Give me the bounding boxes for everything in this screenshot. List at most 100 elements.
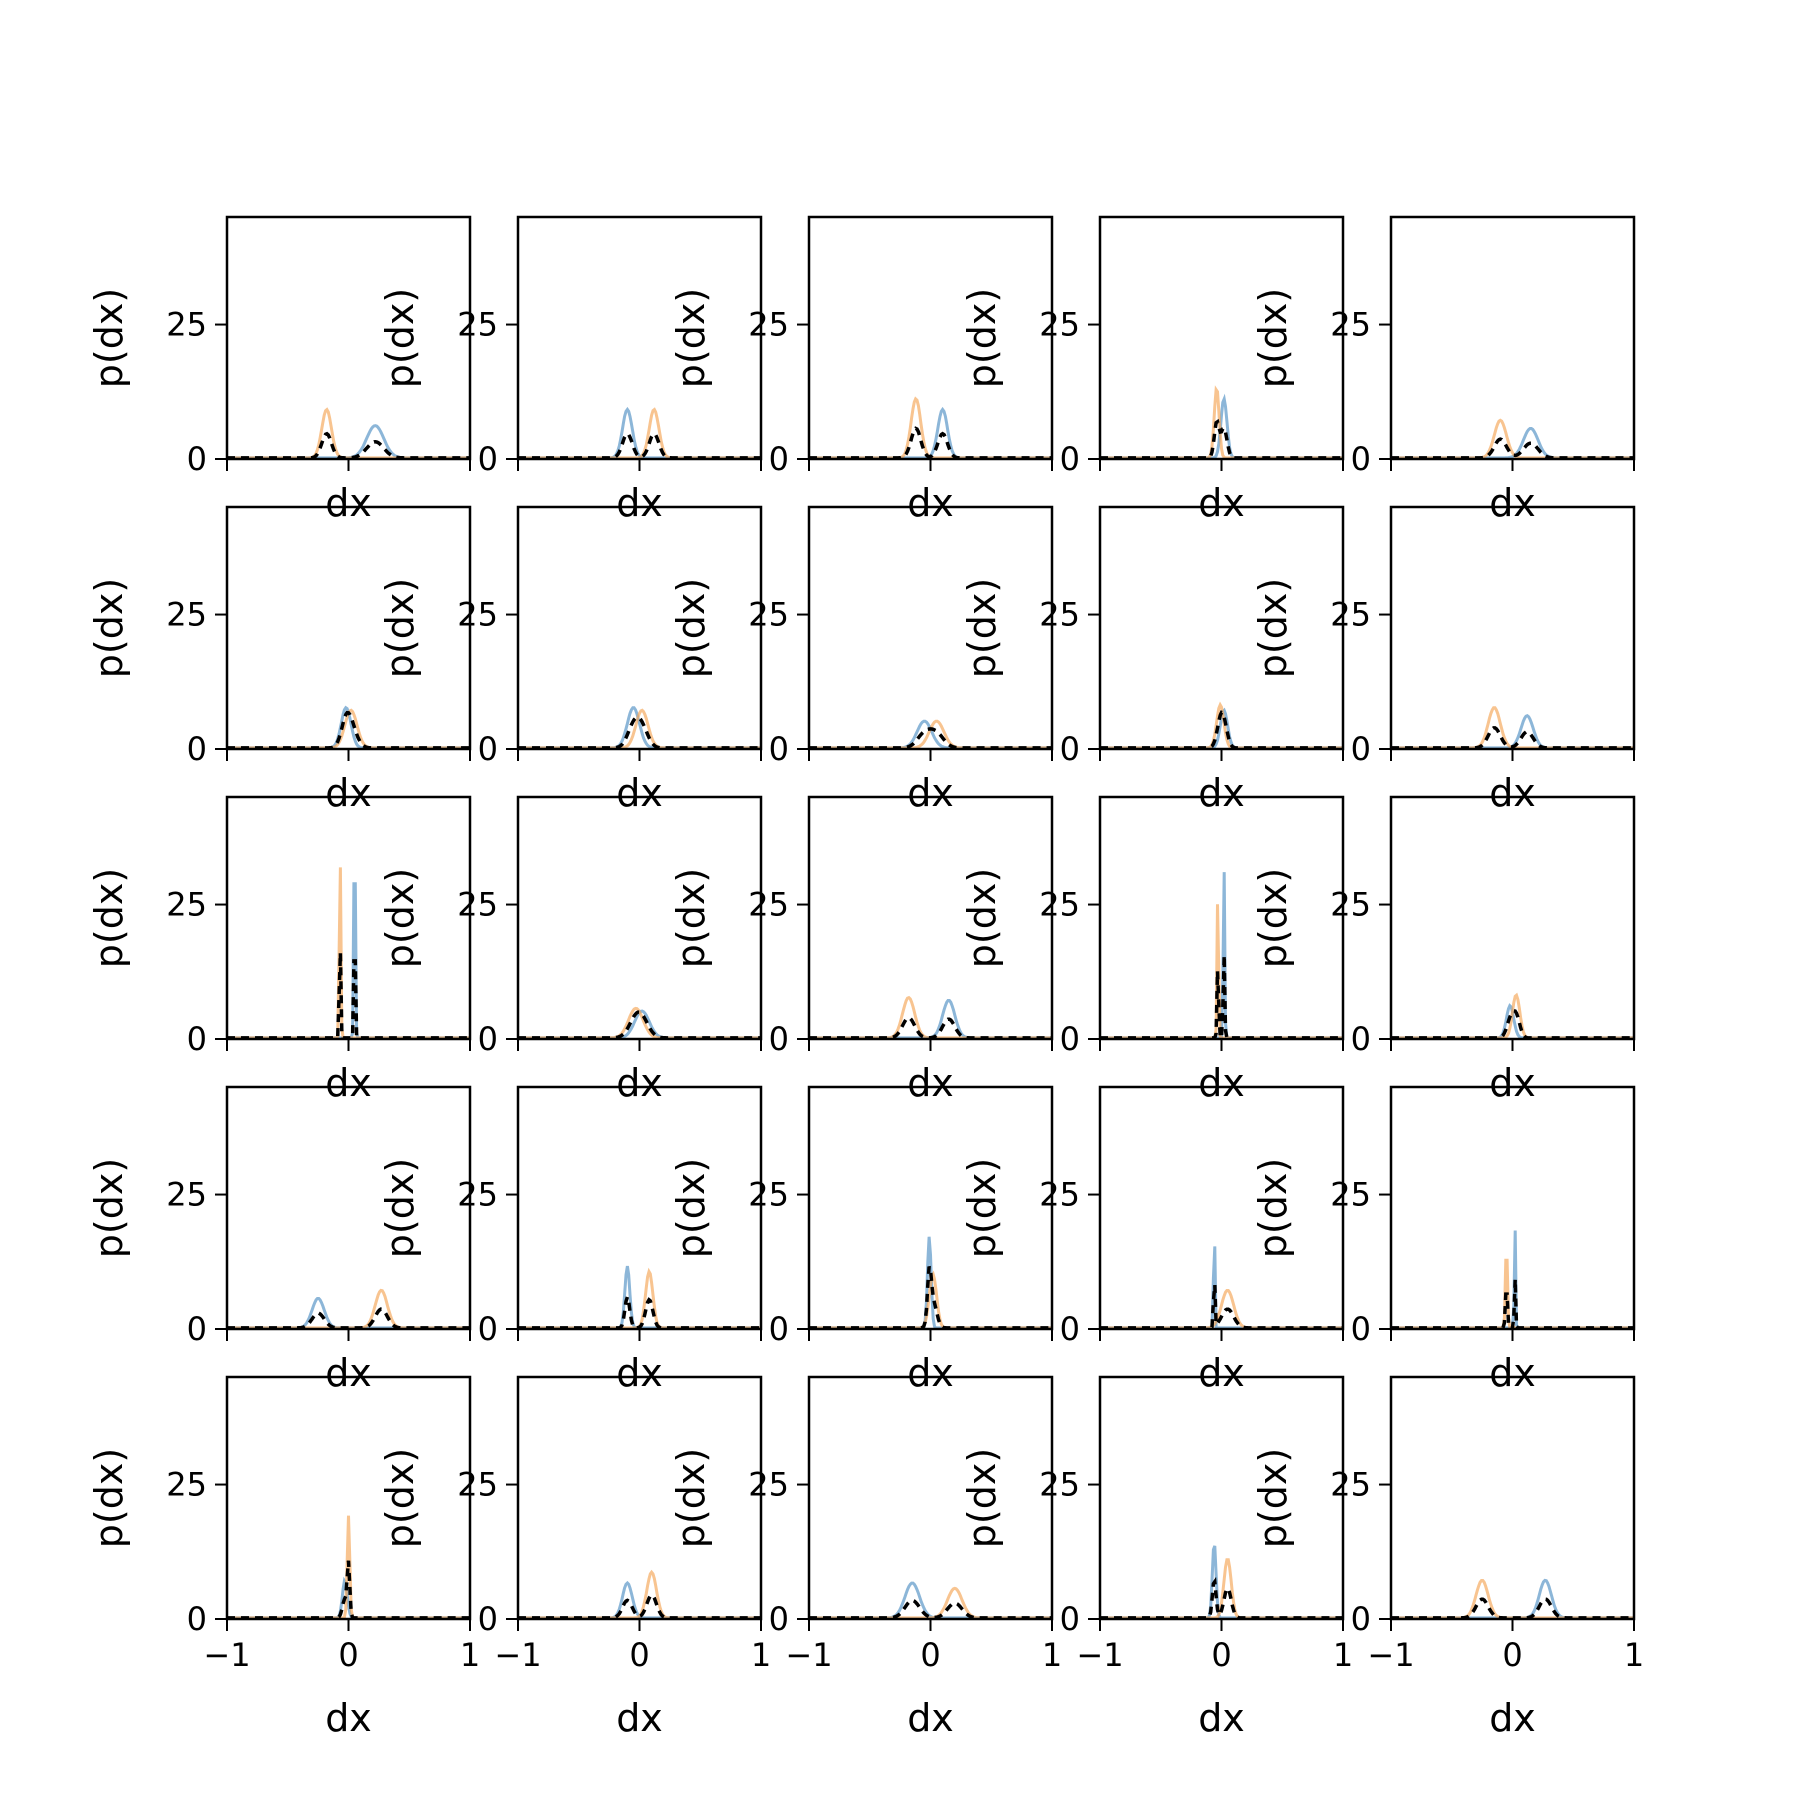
x-tick-label: 1: [1333, 1636, 1353, 1674]
y-tick-label: 25: [748, 306, 789, 344]
combined-dashed-line: [809, 1015, 1052, 1040]
x-axis-label: dx: [1489, 481, 1536, 525]
y-axis-label: p(dx): [1251, 868, 1295, 968]
series-b-line: [518, 1267, 761, 1330]
x-tick-label: 1: [751, 1636, 771, 1674]
y-axis-label: p(dx): [1251, 1158, 1295, 1258]
subplot-1-2: 0 25 dx p(dx): [378, 215, 763, 525]
x-axis-label: dx: [616, 1351, 663, 1395]
y-tick-label: 25: [457, 1176, 498, 1214]
axes-frame: [807, 795, 1054, 1041]
subplot-4-4: 0 25 dx p(dx): [960, 1085, 1345, 1395]
subplot-3-1: 0 25 dx p(dx): [87, 795, 472, 1105]
combined-dashed-line: [809, 1265, 1052, 1330]
y-axis-label: p(dx): [378, 868, 422, 968]
series-b-line: [1391, 418, 1634, 460]
x-axis-label: dx: [616, 1696, 663, 1740]
subplot-3-2: 0 25 dx p(dx): [378, 795, 763, 1105]
axes-frame: [807, 1375, 1054, 1621]
y-tick-label: 0: [1060, 440, 1080, 478]
y-tick-label: 25: [748, 1466, 789, 1504]
y-axis-label: p(dx): [960, 1158, 1004, 1258]
axes-frame: [1389, 505, 1636, 751]
y-tick-label: 0: [1060, 1310, 1080, 1348]
series-a-line: [1391, 713, 1634, 750]
x-tick-label: 0: [338, 1636, 358, 1674]
y-axis-label: p(dx): [669, 868, 713, 968]
x-axis-label: dx: [325, 1696, 372, 1740]
x-tick-label: 0: [1211, 1636, 1231, 1674]
x-axis-label: dx: [907, 481, 954, 525]
combined-dashed-line: [227, 1307, 470, 1330]
y-tick-label: 0: [187, 730, 207, 768]
x-axis-label: dx: [1489, 1061, 1536, 1105]
series-a-line: [227, 882, 470, 1040]
y-tick-label: 0: [1351, 730, 1371, 768]
subplot-2-2: 0 25 dx p(dx): [378, 505, 763, 815]
combined-dashed-line: [227, 431, 470, 460]
series-a-line: [809, 999, 1052, 1040]
y-tick-label: 25: [166, 1466, 207, 1504]
combined-dashed-line: [518, 1291, 761, 1330]
subplot-4-3: 0 25 dx p(dx): [669, 1085, 1054, 1395]
y-axis-label: p(dx): [960, 1448, 1004, 1548]
y-tick-label: 25: [166, 886, 207, 924]
y-tick-label: 0: [478, 730, 498, 768]
subplot-2-5: 0 25 dx p(dx): [1251, 505, 1636, 815]
series-b-line: [1100, 1289, 1343, 1330]
x-axis-label: dx: [907, 1696, 954, 1740]
series-b-line: [227, 867, 470, 1040]
x-tick-label: −1: [1076, 1636, 1123, 1674]
y-axis-label: p(dx): [960, 868, 1004, 968]
y-tick-label: 0: [1060, 1600, 1080, 1638]
x-tick-label: −1: [203, 1636, 250, 1674]
y-tick-label: 0: [1351, 1310, 1371, 1348]
x-tick-label: 0: [920, 1636, 940, 1674]
combined-dashed-line: [1391, 726, 1634, 750]
y-tick-label: 25: [1039, 886, 1080, 924]
y-tick-label: 0: [187, 440, 207, 478]
combined-dashed-line: [227, 952, 470, 1040]
subplot-4-1: 0 25 dx p(dx): [87, 1085, 472, 1395]
y-tick-label: 0: [1060, 730, 1080, 768]
y-axis-label: p(dx): [669, 288, 713, 388]
axes-frame: [807, 215, 1054, 461]
combined-dashed-line: [1391, 1597, 1634, 1620]
y-tick-label: 25: [166, 596, 207, 634]
x-tick-label: 0: [1502, 1636, 1522, 1674]
subplot-1-5: 0 25 dx p(dx): [1251, 215, 1636, 525]
x-tick-label: 0: [629, 1636, 649, 1674]
x-axis-label: dx: [616, 1061, 663, 1105]
x-axis-label: dx: [325, 1351, 372, 1395]
y-tick-label: 25: [748, 596, 789, 634]
y-tick-label: 25: [1330, 306, 1371, 344]
series-b-line: [1391, 706, 1634, 750]
series-b-line: [518, 407, 761, 460]
y-tick-label: 25: [166, 1176, 207, 1214]
x-axis-label: dx: [616, 481, 663, 525]
subplot-1-4: 0 25 dx p(dx): [960, 215, 1345, 525]
x-tick-label: −1: [494, 1636, 541, 1674]
y-tick-label: 25: [748, 1176, 789, 1214]
series-a-line: [1391, 1578, 1634, 1620]
axes-frame: [516, 795, 763, 1041]
y-tick-label: 0: [769, 440, 789, 478]
series-b-line: [809, 719, 1052, 750]
y-axis-label: p(dx): [960, 578, 1004, 678]
x-tick-label: −1: [1367, 1636, 1414, 1674]
y-axis-label: p(dx): [87, 1158, 131, 1258]
series-a-line: [518, 1265, 761, 1330]
series-a-line: [1100, 872, 1343, 1040]
subplot-1-1: 0 25 dx p(dx): [87, 215, 472, 525]
series-b-line: [809, 995, 1052, 1040]
y-tick-label: 0: [187, 1310, 207, 1348]
y-tick-label: 25: [457, 596, 498, 634]
combined-dashed-line: [1100, 1576, 1343, 1620]
y-axis-label: p(dx): [378, 1448, 422, 1548]
subplot-2-4: 0 25 dx p(dx): [960, 505, 1345, 815]
combined-dashed-line: [227, 1560, 470, 1620]
y-tick-label: 0: [1351, 1020, 1371, 1058]
